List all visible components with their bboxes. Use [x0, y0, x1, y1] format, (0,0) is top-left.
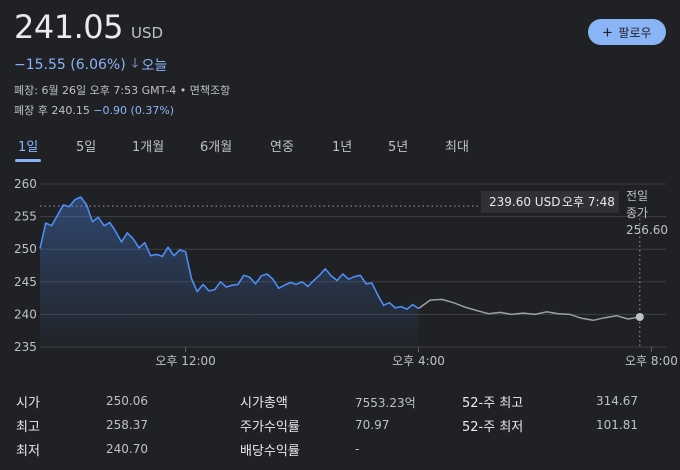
stat-label-high: 최고: [16, 420, 40, 435]
tooltip-time: 오후 7:48: [562, 195, 615, 209]
close-info: 폐장: 6월 26일 오후 7:53 GMT-4 • 면책조항: [14, 84, 231, 97]
y-tick-label: 235: [14, 340, 37, 354]
arrow-down-icon: 🡓: [131, 56, 139, 71]
y-tick-label: 245: [14, 275, 37, 289]
tooltip-dot: [635, 313, 644, 322]
follow-button-label: 팔로우: [618, 25, 652, 40]
tab-6m[interactable]: 6개월: [200, 140, 233, 155]
stat-value-52w-high: 314.67: [596, 394, 638, 408]
y-tick-label: 260: [14, 177, 37, 191]
x-tick-label: 오후 8:00: [625, 354, 678, 368]
regular-session-area: [40, 197, 419, 347]
y-tick-label: 250: [14, 242, 37, 256]
range-tabs: 1일 5일 1개월 6개월 연중 1년 5년 최대: [0, 136, 680, 162]
stat-label-open: 시가: [16, 396, 40, 411]
after-hours-change: −0.90 (0.37%): [93, 104, 175, 117]
tab-ytd[interactable]: 연중: [270, 140, 294, 155]
tab-1d[interactable]: 1일: [14, 136, 42, 162]
stat-label-52w-low: 52-주 최저: [462, 420, 524, 435]
tab-1y[interactable]: 1년: [332, 140, 353, 155]
stat-value-pe-ratio: 70.97: [355, 418, 390, 432]
stat-value-dividend-yield: -: [355, 442, 360, 456]
stat-label-52w-high: 52-주 최고: [462, 396, 524, 411]
x-tick-label: 오후 4:00: [392, 354, 445, 368]
after-hours-label: 폐장 후 240.15: [14, 104, 90, 117]
stat-label-pe-ratio: 주가수익률: [240, 420, 300, 435]
y-tick-label: 240: [14, 307, 37, 321]
stat-value-52w-low: 101.81: [596, 418, 638, 432]
price-header: 241.05 USD: [14, 8, 163, 46]
follow-button[interactable]: + 팔로우: [588, 19, 666, 45]
tab-5d[interactable]: 5일: [76, 140, 97, 155]
stat-label-low: 최저: [16, 444, 40, 459]
previous-close-label: 종가: [626, 206, 648, 220]
regular-session-line: [39, 196, 419, 310]
plus-icon: +: [602, 22, 613, 42]
stat-label-market-cap: 시가총액: [240, 396, 288, 411]
y-tick-label: 255: [14, 210, 37, 224]
current-price: 241.05: [14, 8, 123, 46]
tab-1m[interactable]: 1개월: [132, 140, 165, 155]
stat-label-dividend-yield: 배당수익률: [240, 444, 300, 459]
tooltip-value: 239.60 USD: [489, 195, 560, 209]
stat-value-open: 250.06: [106, 394, 148, 408]
change-period: 오늘: [141, 58, 168, 74]
currency-label: USD: [130, 24, 164, 42]
x-tick-label: 오후 12:00: [155, 354, 215, 368]
stat-value-high: 258.37: [106, 418, 148, 432]
stat-value-market-cap: 7553.23억: [355, 396, 416, 410]
after-hours-line: [418, 298, 640, 322]
tab-5y[interactable]: 5년: [388, 140, 409, 155]
tooltip-box: [481, 191, 619, 213]
tab-max[interactable]: 최대: [445, 140, 469, 155]
price-chart[interactable]: 260 255 250 245 240 235 오후 12:00 오후 4:00 오후 8:00…: [0, 170, 680, 380]
stat-value-low: 240.70: [106, 442, 148, 456]
previous-close-label: 전일: [626, 189, 648, 203]
previous-close-label: 256.60: [626, 223, 668, 237]
after-hours-info: 폐장 후 240.15 −0.90 (0.37%): [14, 102, 174, 118]
change-value: −15.55 (6.06%): [14, 57, 126, 73]
price-change: −15.55 (6.06%) 🡓 오늘: [14, 54, 167, 76]
